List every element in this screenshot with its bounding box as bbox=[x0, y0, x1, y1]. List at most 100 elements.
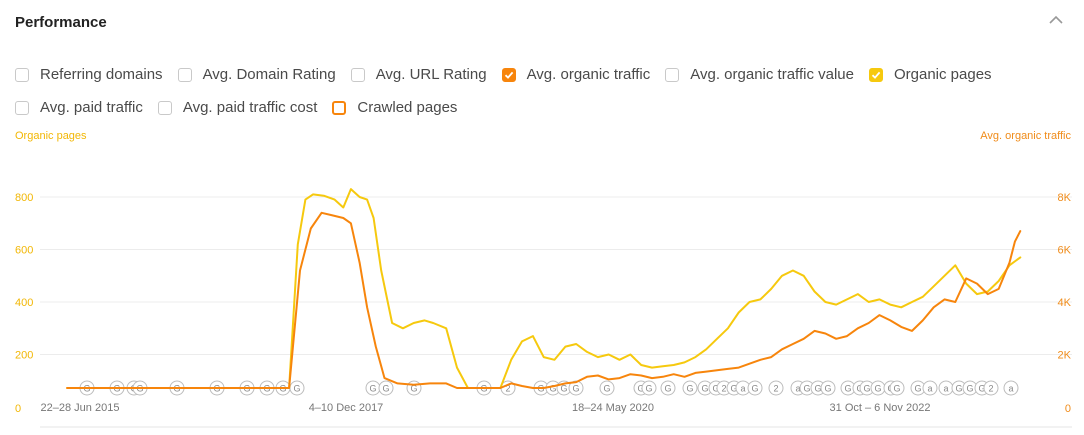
annotation-marker-letter: 2 bbox=[988, 384, 993, 394]
annotation-marker-icon[interactable]: G bbox=[568, 380, 584, 396]
checkbox-avg-url-rating[interactable]: Avg. URL Rating bbox=[350, 66, 487, 83]
checkbox-avg-organic-traffic-value[interactable]: Avg. organic traffic value bbox=[665, 66, 854, 83]
annotation-marker-letter: G bbox=[293, 384, 300, 394]
annotation-marker-circle bbox=[768, 380, 784, 396]
chart-gridlines bbox=[40, 196, 1072, 428]
annotation-marker-icon[interactable]: G bbox=[289, 380, 305, 396]
annotation-marker-letter: G bbox=[369, 384, 376, 394]
checkbox-box[interactable] bbox=[665, 67, 680, 82]
annotation-marker-circle bbox=[889, 380, 905, 396]
y-right-tick-label: 4K bbox=[1058, 297, 1072, 309]
annotation-marker-letter: 2 bbox=[773, 384, 778, 394]
checkbox-avg-paid-traffic-cost[interactable]: Avg. paid traffic cost bbox=[157, 99, 318, 116]
checkbox-box[interactable] bbox=[15, 67, 29, 82]
annotation-marker-icon[interactable]: G bbox=[641, 380, 657, 396]
annotation-marker-letter: G bbox=[893, 384, 900, 394]
checkbox-label: Avg. paid traffic bbox=[40, 99, 143, 116]
checkbox-label: Referring domains bbox=[40, 66, 163, 83]
y-right-tick-label: 2K bbox=[1058, 350, 1072, 362]
series-avg-organic-traffic-line bbox=[66, 211, 1022, 389]
annotation-marker-letter: G bbox=[914, 384, 921, 394]
y-right-tick-label: 6K bbox=[1058, 245, 1072, 257]
annotation-marker-letter: 2 bbox=[505, 384, 510, 394]
y-left-tick-label: 600 bbox=[15, 245, 33, 257]
annotation-marker-icon[interactable]: G bbox=[697, 380, 713, 396]
checkbox-crawled-pages[interactable]: Crawled pages bbox=[332, 99, 457, 116]
annotation-marker-letter: G bbox=[382, 384, 389, 394]
annotation-marker-icon[interactable]: G bbox=[599, 380, 615, 396]
checkbox-box[interactable] bbox=[15, 100, 29, 115]
checkbox-label: Avg. paid traffic cost bbox=[182, 99, 318, 116]
annotation-marker-icon[interactable]: 2 bbox=[983, 380, 999, 396]
checkbox-referring-domains[interactable]: Referring domains bbox=[15, 66, 163, 83]
checkbox-box-checked[interactable] bbox=[868, 67, 883, 82]
y-left-tick-label: 400 bbox=[15, 297, 33, 309]
y-left-tick-label: 200 bbox=[15, 350, 33, 362]
checkbox-avg-organic-traffic[interactable]: Avg. organic traffic bbox=[501, 66, 650, 83]
annotation-marker-icon[interactable]: G bbox=[820, 380, 836, 396]
checkbox-label: Avg. Domain Rating bbox=[202, 66, 336, 83]
annotation-marker-letter: a bbox=[943, 384, 948, 394]
checkbox-box[interactable] bbox=[332, 100, 347, 115]
y-right-tick-label: 8K bbox=[1058, 192, 1072, 204]
annotation-marker-letter: G bbox=[410, 384, 417, 394]
annotation-marker-icon[interactable]: G bbox=[747, 380, 763, 396]
check-icon bbox=[504, 71, 513, 79]
checkbox-label: Avg. organic traffic value bbox=[690, 66, 854, 83]
annotation-marker-letter: G bbox=[560, 384, 567, 394]
panel-title: Performance bbox=[15, 14, 107, 31]
annotation-marker-icon[interactable]: G bbox=[870, 380, 886, 396]
performance-chart[interactable]: 0 0 200 2K 400 4K 600 6K 800 8K 22–28 Jun 2015 4–10… bbox=[0, 150, 1084, 430]
annotation-marker-letter: G bbox=[955, 384, 962, 394]
checkbox-box[interactable] bbox=[350, 67, 365, 82]
y-left-tick-label: 800 bbox=[15, 192, 33, 204]
annotation-marker-circle bbox=[820, 380, 836, 396]
checkbox-avg-paid-traffic[interactable]: Avg. paid traffic bbox=[15, 99, 143, 116]
x-tick-label: 22–28 Jun 2015 bbox=[41, 402, 120, 414]
annotation-marker-circle bbox=[747, 380, 763, 396]
y-left-tick-label: 0 bbox=[15, 403, 21, 415]
annotation-marker-circle bbox=[568, 380, 584, 396]
annotation-marker-icon[interactable]: 2 bbox=[768, 380, 784, 396]
checkbox-box[interactable] bbox=[157, 100, 172, 115]
chevron-up-icon[interactable] bbox=[1046, 10, 1066, 30]
legend-row-1: Referring domains Avg. Domain Rating Avg… bbox=[15, 58, 1075, 91]
chart-lines bbox=[66, 188, 1022, 389]
checkbox-label: Organic pages bbox=[893, 66, 992, 83]
annotation-marker-letter: G bbox=[664, 384, 671, 394]
annotation-marker-letter: G bbox=[549, 384, 556, 394]
x-tick-label: 18–24 May 2020 bbox=[572, 402, 654, 414]
annotation-marker-letter: G bbox=[803, 384, 810, 394]
annotation-marker-icon[interactable]: G bbox=[682, 380, 698, 396]
annotation-marker-icon[interactable]: G bbox=[889, 380, 905, 396]
annotation-marker-circle bbox=[983, 380, 999, 396]
annotation-marker-letter: 2 bbox=[721, 384, 726, 394]
annotation-marker-letter: G bbox=[751, 384, 758, 394]
annotation-marker-icon[interactable]: G bbox=[840, 380, 856, 396]
y-axis-left-title: Organic pages bbox=[15, 130, 87, 142]
annotation-marker-icon[interactable]: G bbox=[660, 380, 676, 396]
annotation-marker-icon[interactable]: a bbox=[1003, 380, 1019, 396]
annotation-marker-letter: G bbox=[966, 384, 973, 394]
annotation-marker-icon[interactable]: a bbox=[938, 380, 954, 396]
checkbox-box-checked[interactable] bbox=[501, 67, 516, 82]
annotation-marker-icon[interactable]: G bbox=[378, 380, 394, 396]
checkbox-avg-domain-rating[interactable]: Avg. Domain Rating bbox=[177, 66, 336, 83]
annotation-marker-circle bbox=[641, 380, 657, 396]
check-icon bbox=[871, 71, 881, 79]
annotation-marker-letter: G bbox=[637, 384, 644, 394]
annotation-marker-icon[interactable]: G bbox=[406, 380, 422, 396]
annotation-marker-letter: a bbox=[795, 384, 800, 394]
series-organic-pages-line bbox=[66, 188, 1022, 389]
annotation-marker-letter: G bbox=[844, 384, 851, 394]
annotation-marker-circle bbox=[682, 380, 698, 396]
checkbox-box[interactable] bbox=[177, 67, 192, 82]
annotation-marker-letter: G bbox=[712, 384, 719, 394]
annotation-marker-letter: G bbox=[814, 384, 821, 394]
annotation-marker-icon[interactable]: G bbox=[365, 380, 381, 396]
y-right-tick-label: 0 bbox=[1065, 403, 1071, 415]
annotation-marker-icon[interactable]: a bbox=[922, 380, 938, 396]
checkbox-organic-pages[interactable]: Organic pages bbox=[868, 66, 992, 83]
chart-tick-labels: 0 0 200 2K 400 4K 600 6K 800 8K 22–28 Jun 2015 4–10… bbox=[15, 192, 1072, 415]
annotation-marker-letter: G bbox=[645, 384, 652, 394]
